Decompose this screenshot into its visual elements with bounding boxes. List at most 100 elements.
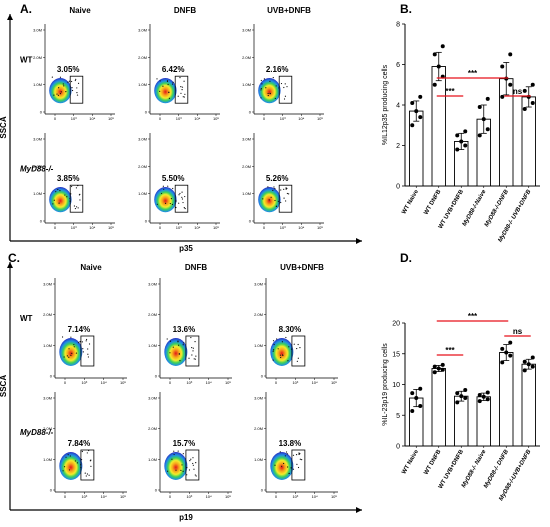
x-tick-label: 10⁵ — [108, 116, 114, 121]
x-tick-label: 10³ — [176, 225, 182, 230]
y-tick-label: 2 — [396, 143, 400, 150]
event-dot — [195, 475, 197, 477]
gate-box — [185, 449, 200, 481]
x-tick-label: 10⁵ — [120, 494, 126, 499]
y-tick-label: 3.0M — [43, 282, 52, 287]
y-tick-label: 5 — [396, 413, 400, 420]
data-point — [500, 346, 505, 351]
event-dot — [272, 359, 274, 361]
x-tick-label: 10³ — [280, 116, 286, 121]
event-dot — [279, 354, 282, 356]
data-point — [410, 391, 415, 396]
flow-plot: 3.0M 2.0M 1.0M 0 0 10³ 10⁴ 10⁵ 13.8% — [254, 392, 338, 499]
event-dot — [73, 344, 75, 346]
event-dot — [173, 450, 175, 452]
bar — [409, 110, 424, 187]
event-dot — [180, 86, 182, 88]
event-dot — [292, 468, 295, 470]
data-point — [440, 362, 445, 367]
y-tick-label: 1.0M — [242, 82, 251, 87]
event-dot — [52, 203, 54, 205]
panel-letter-a: A. — [20, 2, 32, 16]
event-dot — [275, 205, 277, 207]
density-cloud — [164, 452, 188, 480]
event-dot — [82, 351, 84, 353]
event-dot — [175, 469, 177, 471]
x-tick-label: 10³ — [186, 494, 192, 499]
gate-percentage: 7.14% — [68, 325, 91, 334]
data-point — [463, 388, 468, 393]
x-tick-label: 10³ — [71, 116, 77, 121]
event-dot — [82, 348, 84, 350]
event-dot — [280, 189, 282, 191]
data-point — [410, 408, 415, 413]
y-tick-label: 2.0M — [33, 164, 42, 169]
gate-percentage: 8.30% — [279, 325, 302, 334]
event-dot — [182, 470, 184, 472]
y-tick-label: 0 — [249, 219, 252, 224]
event-dot — [194, 340, 196, 343]
flow-plot: 3.0M 2.0M 1.0M 0 0 10³ 10⁴ 10⁵ 6.42% — [138, 24, 220, 121]
event-dot — [70, 80, 73, 83]
event-dot — [191, 346, 193, 349]
y-tick-label: 1.0M — [148, 457, 157, 462]
event-dot — [285, 188, 287, 190]
x-tick-label: 10⁵ — [225, 494, 231, 499]
x-tick-label: 0 — [64, 380, 67, 385]
event-dot — [90, 459, 92, 461]
x-tick-label: 10³ — [81, 494, 87, 499]
event-dot — [73, 346, 75, 348]
bar — [499, 352, 514, 447]
event-dot — [59, 76, 62, 78]
event-dot — [175, 206, 177, 209]
data-point — [459, 394, 464, 399]
event-dot — [263, 78, 265, 80]
x-tick-label: 10⁵ — [331, 380, 337, 385]
event-dot — [292, 454, 295, 456]
data-point — [418, 94, 423, 99]
x-tick-label: WT DNFB — [423, 448, 442, 476]
x-tick-label: 10³ — [176, 116, 182, 121]
data-point — [455, 391, 460, 396]
y-tick-label: 2.0M — [138, 164, 147, 169]
event-dot — [296, 463, 298, 465]
event-dot — [283, 462, 285, 465]
data-point — [455, 400, 460, 405]
x-tick-label: 10⁵ — [317, 225, 323, 230]
event-dot — [183, 342, 185, 344]
data-point — [522, 359, 527, 364]
event-dot — [195, 355, 197, 357]
row-label: WT — [20, 314, 33, 323]
data-point — [530, 364, 535, 369]
x-tick-label: MyD88-/- Naive — [461, 448, 488, 489]
x-tick-label: 10³ — [292, 380, 298, 385]
event-dot — [267, 92, 269, 95]
event-dot — [159, 90, 161, 92]
data-point — [522, 88, 527, 93]
bar — [476, 396, 491, 447]
data-point — [477, 399, 482, 404]
event-dot — [63, 356, 65, 358]
event-dot — [85, 475, 87, 477]
flow-plot: 3.0M 2.0M 1.0M 0 0 10³ 10⁴ 10⁵ 7.14% — [43, 278, 127, 385]
event-dot — [81, 341, 83, 343]
gate-box — [291, 449, 306, 481]
panel-letter-c: C. — [8, 251, 20, 265]
y-tick-label: 20 — [392, 321, 400, 328]
event-dot — [51, 76, 53, 78]
y-tick-label: 4 — [396, 103, 400, 110]
event-dot — [53, 94, 55, 96]
data-point — [459, 139, 464, 144]
bar-chart-b: B. 0 2 4 6 8 %IL12p35 producing cells WT Naive W… — [382, 2, 540, 244]
y-tick-label: 1.0M — [138, 82, 147, 87]
flow-plot: 3.0M 2.0M 1.0M 0 0 10³ 10⁴ 10⁵ 5.50% — [138, 133, 220, 230]
event-dot — [71, 185, 73, 188]
event-dot — [76, 94, 79, 96]
density-cloud — [154, 187, 177, 213]
y-tick-label: 0 — [396, 184, 400, 191]
event-dot — [277, 348, 279, 350]
event-dot — [180, 92, 182, 94]
event-dot — [67, 454, 69, 456]
event-dot — [193, 468, 195, 470]
